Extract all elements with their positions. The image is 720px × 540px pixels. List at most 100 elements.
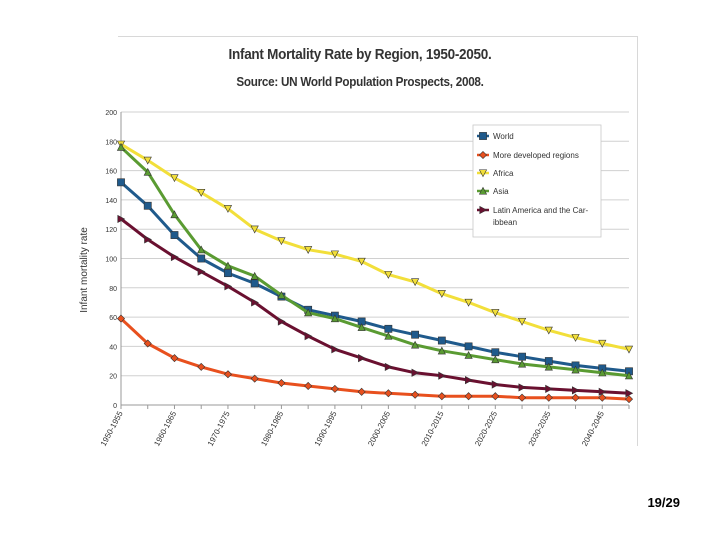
data-point bbox=[224, 269, 232, 278]
x-tick-label: 1990-1995 bbox=[313, 409, 339, 447]
data-point bbox=[437, 346, 446, 355]
data-point bbox=[624, 345, 634, 354]
data-point bbox=[358, 354, 366, 363]
data-point bbox=[250, 374, 259, 383]
y-tick-label: 20 bbox=[109, 374, 117, 381]
data-point bbox=[170, 252, 179, 262]
legend-item: Asia bbox=[477, 186, 509, 196]
data-point bbox=[170, 231, 179, 239]
data-point bbox=[304, 308, 313, 317]
data-point bbox=[545, 384, 554, 393]
data-point bbox=[624, 395, 634, 404]
data-point bbox=[464, 392, 473, 401]
series-line bbox=[120, 181, 630, 373]
data-point bbox=[411, 340, 420, 349]
data-point bbox=[223, 261, 233, 270]
y-tick-labels: 0 20 40 60 80 100 120 140 160 180 200 bbox=[105, 110, 117, 410]
legend-label: Latin America and the Car-ibbean bbox=[493, 206, 588, 227]
data-point bbox=[277, 237, 286, 246]
data-point bbox=[411, 390, 420, 399]
legend-item: World bbox=[477, 132, 514, 141]
frame-top-line bbox=[118, 36, 638, 37]
data-point bbox=[437, 336, 446, 345]
data-point bbox=[384, 331, 393, 340]
data-point bbox=[544, 326, 553, 335]
legend-marker bbox=[479, 132, 487, 140]
data-point bbox=[598, 368, 607, 377]
series-1 bbox=[116, 314, 634, 404]
data-point bbox=[384, 271, 393, 279]
data-point bbox=[464, 350, 473, 359]
data-point bbox=[357, 323, 366, 331]
series-4 bbox=[117, 214, 634, 398]
data-point bbox=[144, 235, 152, 244]
data-point bbox=[170, 354, 179, 363]
data-point bbox=[464, 342, 473, 351]
data-point bbox=[437, 392, 446, 401]
data-point bbox=[437, 290, 446, 298]
data-point bbox=[223, 370, 232, 379]
data-point bbox=[384, 362, 393, 372]
data-point bbox=[170, 174, 179, 183]
data-point bbox=[438, 371, 447, 380]
frame-right-line bbox=[637, 36, 638, 446]
data-point bbox=[117, 178, 125, 187]
legend-marker bbox=[479, 205, 488, 215]
series-2 bbox=[116, 140, 634, 354]
x-tick-label: 1980-1985 bbox=[259, 409, 285, 447]
y-tick-label: 60 bbox=[109, 315, 117, 322]
data-point bbox=[491, 348, 500, 357]
series-line bbox=[120, 142, 630, 351]
series-0 bbox=[117, 178, 633, 376]
y-tick-label: 140 bbox=[105, 198, 117, 205]
data-point bbox=[491, 380, 500, 389]
legend-label: Asia bbox=[493, 187, 509, 196]
data-point bbox=[250, 225, 259, 234]
data-point bbox=[571, 386, 580, 395]
x-tick-label: 1950-1955 bbox=[99, 409, 125, 447]
data-point bbox=[143, 156, 152, 165]
data-point bbox=[357, 257, 366, 266]
legend-label: More developed regions bbox=[493, 151, 579, 160]
y-tick-label: 160 bbox=[105, 169, 117, 176]
data-point bbox=[197, 245, 206, 254]
y-tick-label: 0 bbox=[113, 403, 117, 410]
legend: World More developed regions Africa Asia Lat… bbox=[472, 124, 602, 238]
data-point bbox=[170, 210, 179, 219]
axes bbox=[120, 112, 630, 409]
data-point bbox=[251, 298, 259, 307]
data-point bbox=[143, 201, 152, 210]
data-point bbox=[143, 167, 152, 176]
data-point bbox=[304, 246, 313, 254]
data-point bbox=[197, 267, 206, 276]
page-number: 19/29 bbox=[647, 495, 680, 510]
data-point bbox=[517, 359, 527, 368]
data-point bbox=[571, 365, 580, 374]
y-tick-label: 200 bbox=[105, 110, 117, 117]
data-point bbox=[491, 392, 500, 401]
data-point bbox=[331, 345, 340, 354]
data-point bbox=[330, 314, 339, 323]
data-point bbox=[625, 389, 634, 398]
y-tick-label: 80 bbox=[109, 286, 117, 293]
series-line bbox=[119, 146, 630, 378]
data-point bbox=[517, 317, 527, 326]
data-point bbox=[224, 282, 233, 291]
data-point bbox=[491, 309, 500, 317]
x-tick-label: 1970-1975 bbox=[206, 409, 232, 447]
x-tick-label: 2040-2045 bbox=[580, 409, 606, 447]
data-point bbox=[518, 352, 526, 361]
legend-item: More developed regions bbox=[477, 150, 579, 160]
data-point bbox=[465, 375, 473, 385]
data-point bbox=[411, 368, 420, 377]
x-tick-label: 2030-2035 bbox=[527, 409, 553, 447]
x-tick-label: 2020-2025 bbox=[473, 409, 499, 447]
data-point bbox=[357, 387, 366, 396]
data-point bbox=[116, 314, 126, 323]
data-point bbox=[277, 290, 286, 299]
data-point bbox=[598, 393, 607, 402]
data-point bbox=[330, 384, 339, 393]
chart-subtitle: Source: UN World Population Prospects, 2… bbox=[236, 74, 484, 89]
data-point bbox=[250, 271, 259, 280]
